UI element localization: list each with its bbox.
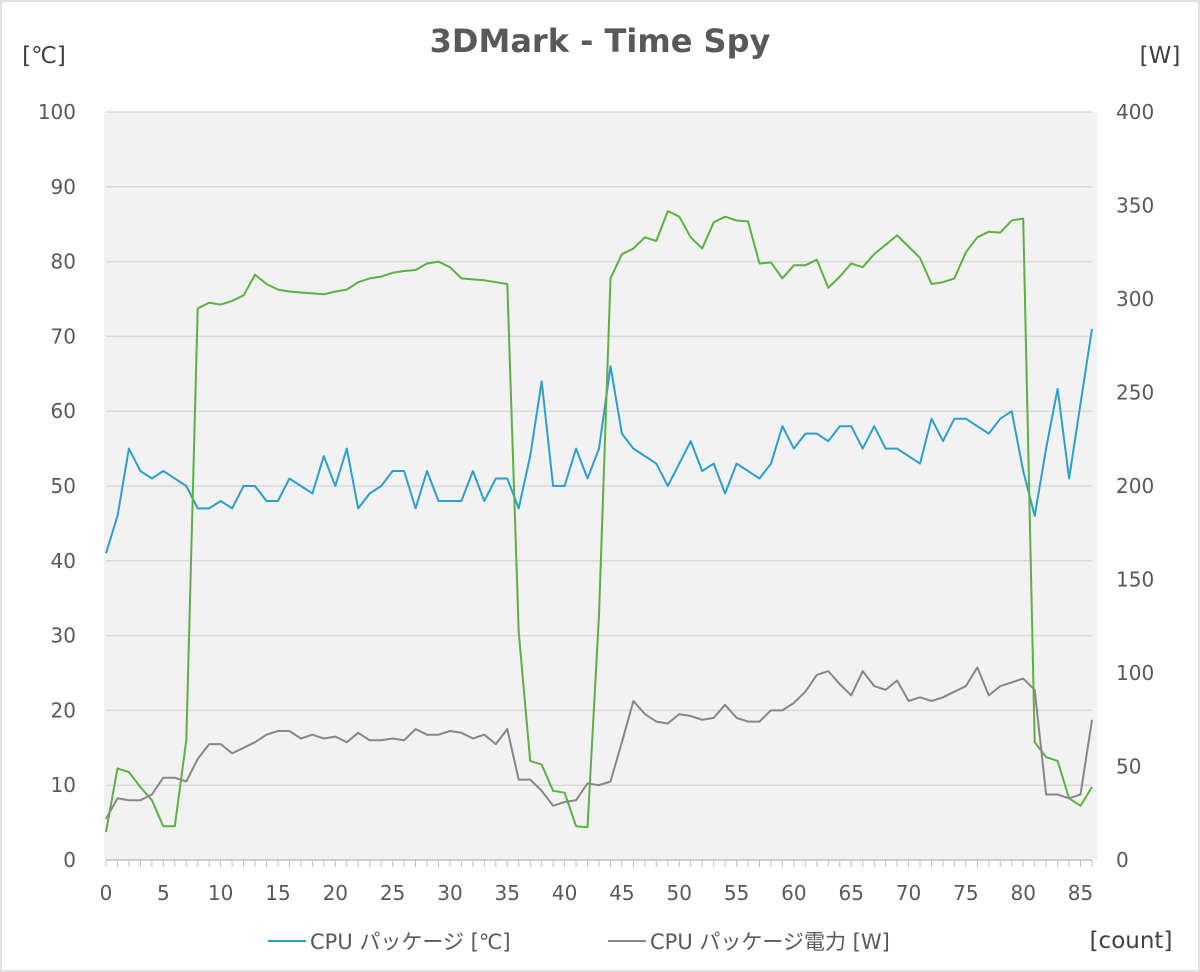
- series-line-cpu-package-temp: [105, 328, 1093, 554]
- y-left-tick-label: 20: [51, 698, 76, 722]
- x-tick-label: 85: [1068, 881, 1093, 905]
- x-tick-label: 75: [953, 881, 978, 905]
- legend-label-cpu-package-power: CPU パッケージ電力 [W]: [650, 930, 890, 954]
- left-axis-unit: [℃]: [22, 43, 66, 69]
- x-tick-label: 5: [157, 881, 170, 905]
- x-tick-label: 40: [552, 881, 577, 905]
- y-left-tick-label: 40: [51, 549, 76, 573]
- x-tick-label: 35: [495, 881, 520, 905]
- x-tick-label: 55: [724, 881, 749, 905]
- series-line-cpu-package-power: [105, 666, 1093, 820]
- y-left-tick-label: 80: [51, 250, 76, 274]
- y-right-tick-label: 250: [1116, 381, 1154, 405]
- x-tick-label: 30: [437, 881, 462, 905]
- right-axis-unit: [W]: [1140, 43, 1181, 69]
- x-tick-label: 70: [896, 881, 921, 905]
- y-left-tick-label: 90: [51, 175, 76, 199]
- axes: 0102030405060708090100050100150200250300…: [38, 100, 1154, 905]
- y-right-tick-label: 350: [1116, 194, 1154, 218]
- series-layer: [105, 210, 1093, 833]
- x-tick-label: 80: [1010, 881, 1035, 905]
- y-left-tick-label: 70: [51, 324, 76, 348]
- y-right-tick-label: 50: [1116, 755, 1141, 779]
- y-left-tick-label: 60: [51, 399, 76, 423]
- x-tick-label: 50: [667, 881, 692, 905]
- y-left-tick-label: 50: [51, 474, 76, 498]
- y-right-tick-label: 200: [1116, 474, 1154, 498]
- x-tick-label: 25: [380, 881, 405, 905]
- x-tick-label: 65: [839, 881, 864, 905]
- legend: CPU パッケージ [℃] CPU パッケージ電力 [W]: [268, 930, 890, 954]
- y-left-tick-label: 100: [38, 100, 76, 124]
- x-tick-label: 10: [208, 881, 233, 905]
- y-right-tick-label: 100: [1116, 661, 1154, 685]
- legend-label-cpu-package-temp: CPU パッケージ [℃]: [310, 930, 511, 954]
- y-right-tick-label: 150: [1116, 568, 1154, 592]
- y-right-tick-label: 300: [1116, 287, 1154, 311]
- x-tick-label: 0: [100, 881, 113, 905]
- x-tick-label: 45: [609, 881, 634, 905]
- grid-lines: [106, 111, 1092, 786]
- x-tick-label: 60: [781, 881, 806, 905]
- x-axis-unit: [count]: [1090, 928, 1173, 954]
- x-tick-label: 15: [265, 881, 290, 905]
- x-tick-label: 20: [323, 881, 348, 905]
- chart-title: 3DMark - Time Spy: [430, 22, 771, 60]
- y-left-tick-label: 30: [51, 624, 76, 648]
- y-left-tick-label: 10: [51, 773, 76, 797]
- y-right-tick-label: 400: [1116, 100, 1154, 124]
- y-right-tick-label: 0: [1116, 848, 1129, 872]
- y-left-tick-label: 0: [63, 848, 76, 872]
- series-line-green: [105, 210, 1093, 833]
